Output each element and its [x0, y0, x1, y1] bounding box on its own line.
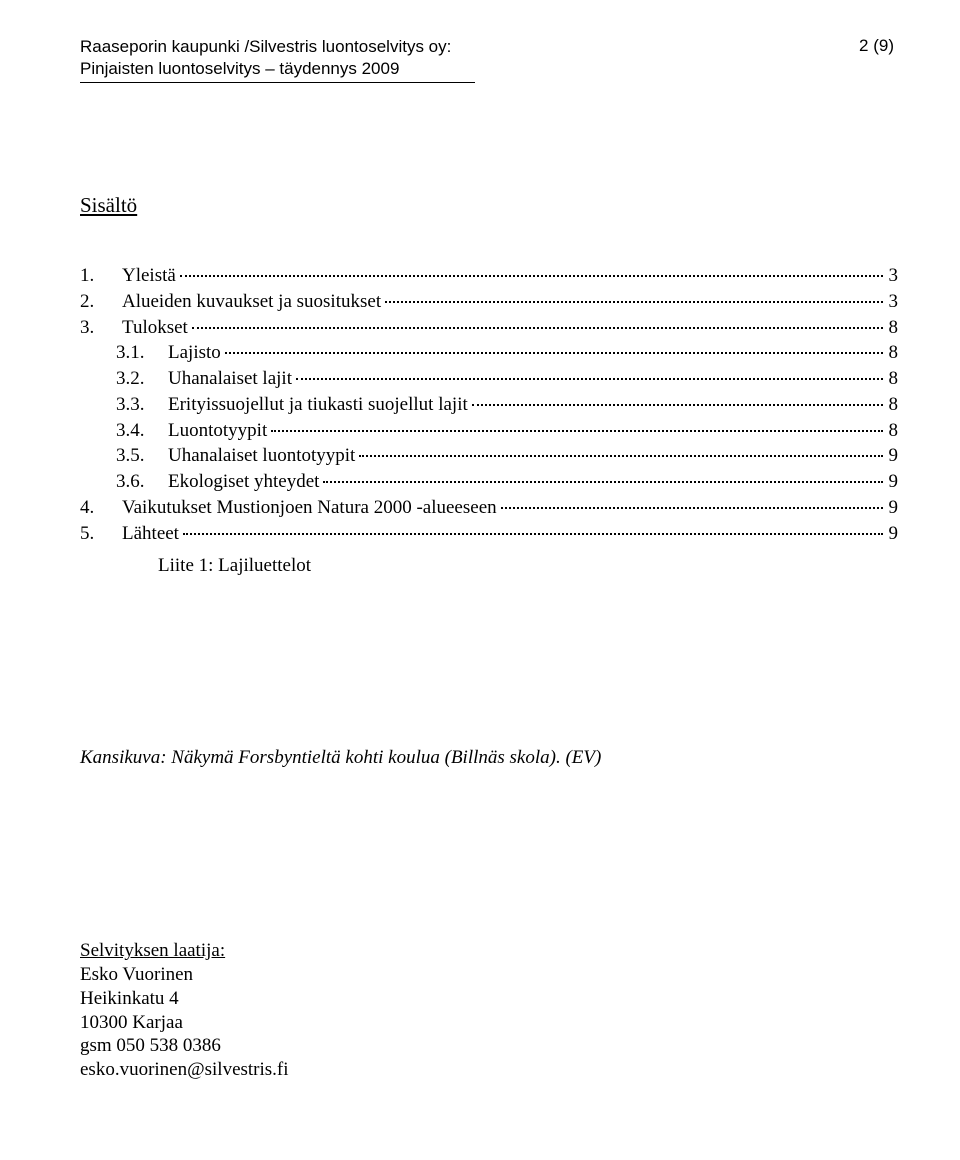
toc-page-number: 8 [887, 419, 899, 443]
header-left-block: Raaseporin kaupunki /Silvestris luontose… [80, 36, 475, 83]
author-name: Esko Vuorinen [80, 963, 898, 987]
toc-label: Tulokset [122, 316, 188, 340]
header-line-2: Pinjaisten luontoselvitys – täydennys 20… [80, 58, 475, 83]
toc-leader-dots [296, 361, 883, 380]
toc-leader-dots [180, 258, 883, 277]
toc-number: 3.5. [80, 444, 168, 468]
toc-number: 3. [80, 316, 122, 340]
toc-leader-dots [501, 490, 883, 509]
toc-row: 5.Lähteet 9 [80, 520, 898, 546]
author-block: Selvityksen laatija: Esko Vuorinen Heiki… [80, 939, 898, 1082]
author-heading: Selvityksen laatija: [80, 939, 898, 963]
toc-leader-dots [359, 438, 882, 457]
toc-number: 3.3. [80, 393, 168, 417]
author-postal: 10300 Karjaa [80, 1011, 898, 1035]
author-phone: gsm 050 538 0386 [80, 1034, 898, 1058]
toc-leader-dots [225, 335, 883, 354]
toc-label: Yleistä [122, 264, 176, 288]
toc-heading: Sisältö [80, 193, 898, 218]
cover-caption: Kansikuva: Näkymä Forsbyntieltä kohti ko… [80, 747, 898, 769]
toc-number: 3.6. [80, 470, 168, 494]
toc-page-number: 9 [887, 470, 899, 494]
toc-page-number: 8 [887, 316, 899, 340]
toc-page-number: 9 [887, 522, 899, 546]
toc-label: Uhanalaiset lajit [168, 367, 292, 391]
toc-label: Ekologiset yhteydet [168, 470, 319, 494]
table-of-contents: 1.Yleistä32.Alueiden kuvaukset ja suosit… [80, 262, 898, 545]
toc-number: 3.4. [80, 419, 168, 443]
toc-leader-dots [323, 464, 882, 483]
header-line-1: Raaseporin kaupunki /Silvestris luontose… [80, 36, 475, 58]
toc-leader-dots [192, 310, 883, 329]
author-address: Heikinkatu 4 [80, 987, 898, 1011]
toc-number: 1. [80, 264, 122, 288]
toc-number: 4. [80, 496, 122, 520]
toc-page-number: 8 [887, 341, 899, 365]
toc-page-number: 9 [887, 496, 899, 520]
toc-page-number: 9 [887, 444, 899, 468]
author-email: esko.vuorinen@silvestris.fi [80, 1058, 898, 1082]
toc-label: Lajisto [168, 341, 221, 365]
toc-number: 3.1. [80, 341, 168, 365]
page-container: Raaseporin kaupunki /Silvestris luontose… [0, 0, 960, 1160]
toc-page-number: 3 [887, 264, 899, 288]
toc-number: 3.2. [80, 367, 168, 391]
toc-number: 5. [80, 522, 122, 546]
toc-page-number: 3 [887, 290, 899, 314]
toc-leader-dots [271, 413, 882, 432]
toc-page-number: 8 [887, 367, 899, 391]
toc-leader-dots [472, 387, 883, 406]
toc-leader-dots [183, 516, 883, 535]
toc-leader-dots [385, 284, 882, 303]
page-header: Raaseporin kaupunki /Silvestris luontose… [80, 36, 898, 83]
toc-label: Lähteet [122, 522, 179, 546]
appendix-line: Liite 1: Lajiluettelot [158, 555, 898, 577]
toc-page-number: 8 [887, 393, 899, 417]
page-number: 2 (9) [859, 36, 898, 56]
toc-number: 2. [80, 290, 122, 314]
toc-label: Luontotyypit [168, 419, 267, 443]
